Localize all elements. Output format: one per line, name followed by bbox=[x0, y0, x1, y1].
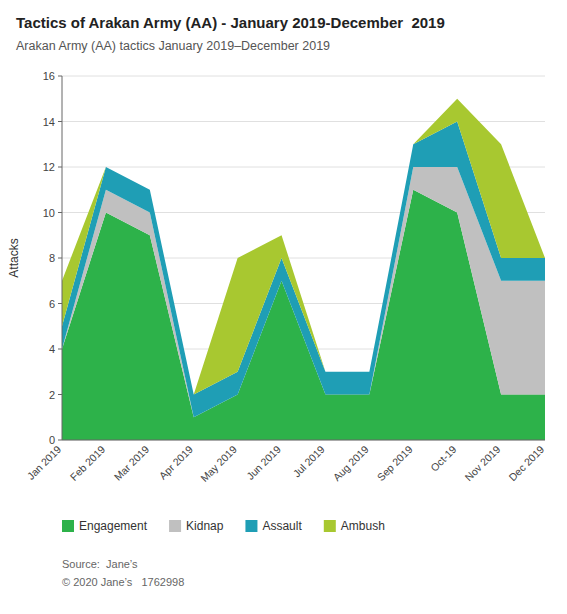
subtitle: Arakan Army (AA) tactics January 2019–De… bbox=[16, 39, 330, 53]
x-tick-label: Nov 2019 bbox=[462, 443, 502, 483]
y-tick-label: 16 bbox=[43, 70, 55, 82]
areas bbox=[62, 99, 545, 440]
x-tick-label: Sep 2019 bbox=[374, 443, 414, 483]
legend-label: Kidnap bbox=[186, 519, 224, 533]
grid bbox=[62, 76, 545, 440]
y-tick-label: 14 bbox=[43, 116, 55, 128]
x-tick-label: Jun 2019 bbox=[244, 443, 283, 482]
y-tick bbox=[58, 121, 62, 122]
y-tick-label: 2 bbox=[49, 389, 55, 401]
annotation: Source: Jane’s bbox=[62, 558, 138, 570]
x-tick-label: Jan 2019 bbox=[24, 443, 63, 482]
legend: Engagement Kidnap Assault Ambush bbox=[62, 519, 385, 533]
x-tick-label: Dec 2019 bbox=[506, 443, 546, 483]
x-tick-label: Apr 2019 bbox=[157, 443, 196, 482]
y-tick bbox=[58, 440, 62, 441]
y-tick-label: 4 bbox=[49, 343, 55, 355]
y-tick bbox=[58, 258, 62, 259]
chart: Tactics of Arakan Army (AA) - January 20… bbox=[0, 0, 567, 614]
y-tick-label: 12 bbox=[43, 161, 55, 173]
grid-line bbox=[62, 440, 545, 441]
legend-swatch bbox=[169, 520, 181, 532]
grid-line bbox=[62, 76, 545, 77]
legend-label: Ambush bbox=[341, 519, 385, 533]
y-tick-label: 6 bbox=[49, 298, 55, 310]
x-axis bbox=[62, 440, 545, 441]
y-tick bbox=[58, 76, 62, 77]
y-tick bbox=[58, 394, 62, 395]
y-tick bbox=[58, 212, 62, 213]
legend-swatch bbox=[62, 520, 74, 532]
y-tick bbox=[58, 349, 62, 350]
y-axis-label: Attacks bbox=[7, 238, 21, 277]
annotation: © 2020 Jane’s 1762998 bbox=[62, 576, 184, 588]
legend-label: Engagement bbox=[79, 519, 148, 533]
area bbox=[62, 99, 545, 395]
x-tick-label: Oct-19 bbox=[428, 443, 459, 474]
y-tick bbox=[58, 303, 62, 304]
x-tick-label: Feb 2019 bbox=[67, 443, 107, 483]
legend-swatch bbox=[245, 520, 257, 532]
x-tick-label: Aug 2019 bbox=[330, 443, 370, 483]
title: Tactics of Arakan Army (AA) - January 20… bbox=[16, 14, 445, 31]
legend-swatch bbox=[324, 520, 336, 532]
x-tick-label: May 2019 bbox=[198, 443, 239, 484]
y-axis bbox=[62, 76, 63, 440]
legend-label: Assault bbox=[262, 519, 302, 533]
y-tick bbox=[58, 167, 62, 168]
y-tick-label: 8 bbox=[49, 252, 55, 264]
y-tick-label: 10 bbox=[43, 207, 55, 219]
x-tick-label: Mar 2019 bbox=[111, 443, 151, 483]
x-tick-label: Jul 2019 bbox=[290, 443, 327, 480]
